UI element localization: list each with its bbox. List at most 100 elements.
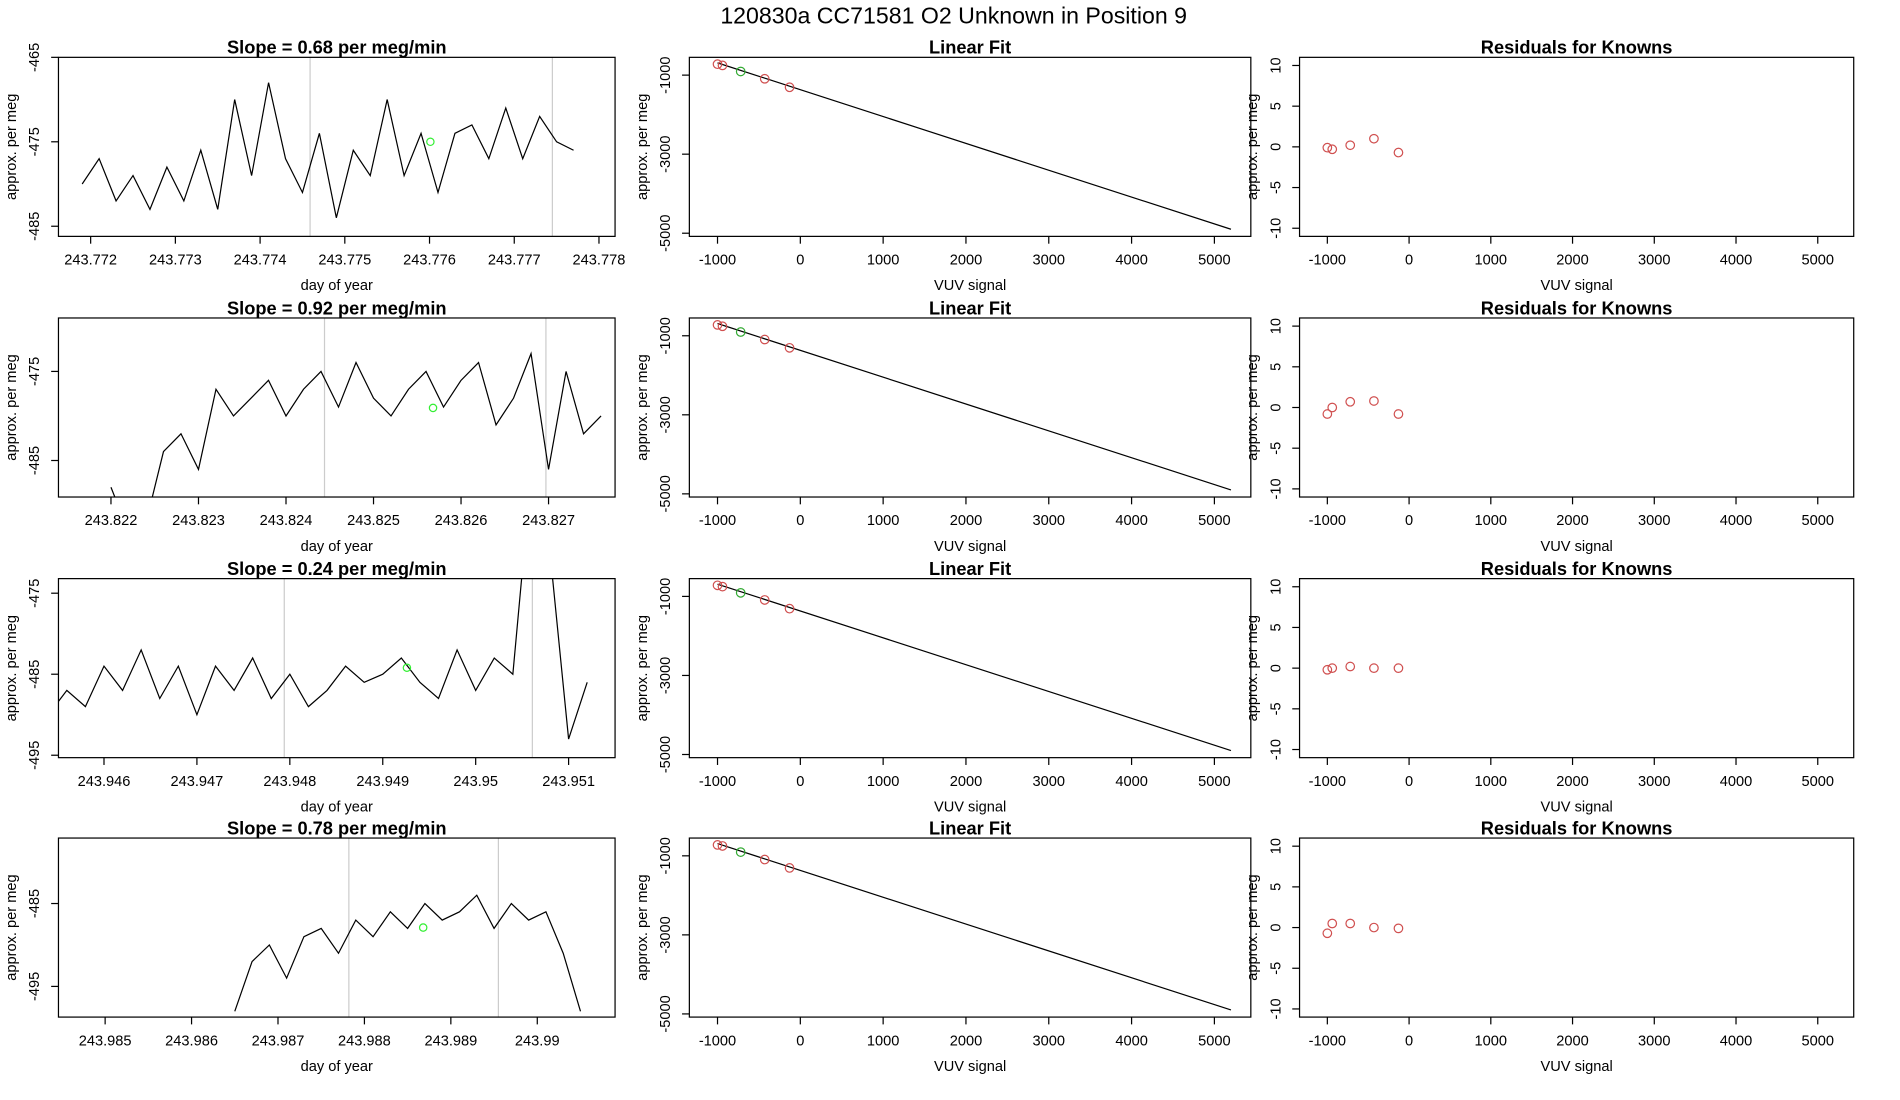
y-tick-label: -1000 [658,317,674,354]
y-tick-label: -5000 [658,736,674,773]
y-axis-label: approx. per meg [635,94,651,200]
point [1345,918,1356,929]
y-axis-label: approx. per meg [1245,874,1261,980]
x-tick-label: 4000 [1720,253,1753,269]
x-tick-label: 243.825 [347,513,400,529]
y-axis-label: approx. per meg [4,874,20,980]
highlight-point [418,923,428,932]
fit-line [717,842,1232,1011]
highlight-point [402,663,412,672]
x-axis-label: day of year [301,278,373,294]
plot-area [712,580,1232,752]
plot-frame [688,317,1252,498]
y-tick-label: 10 [1268,838,1284,854]
plot-frame [1298,317,1855,498]
y-axis-label: approx. per meg [4,354,20,460]
x-tick-label: 243.985 [79,1033,132,1049]
x-tick-label: 4000 [1115,1033,1148,1049]
x-tick-label: 243.773 [149,253,202,269]
x-tick-label: 1000 [1475,1033,1508,1049]
x-tick-label: 243.947 [171,774,224,790]
y-tick-label: 10 [1268,318,1284,334]
plot-area [712,840,1232,1011]
x-tick-label: 1000 [867,774,900,790]
point [735,327,746,337]
x-tick-label: 0 [1405,774,1413,790]
x-tick-label: -1000 [1309,1033,1346,1049]
panel-title: Residuals for Knowns [1481,558,1673,579]
y-axis-label: approx. per meg [1245,354,1261,460]
plot-frame [1298,56,1855,237]
plot-area [1322,661,1404,675]
plot-frame [688,56,1252,237]
x-axis-label: VUV signal [934,278,1006,294]
fit-line [717,322,1232,491]
x-axis-label: VUV signal [1540,539,1612,555]
x-tick-label: 1000 [1475,513,1508,529]
y-axis-label: approx. per meg [1245,94,1261,200]
y-tick-label: -485 [27,446,43,475]
x-tick-label: 243.774 [234,253,287,269]
point [1322,928,1333,939]
y-tick-label: -10 [1268,998,1284,1019]
x-tick-label: 243.824 [260,513,313,529]
y-tick-label: 5 [1268,883,1284,891]
x-axis-label: VUV signal [1540,799,1612,815]
plot-area [1322,918,1404,939]
x-tick-label: 243.775 [318,253,371,269]
x-tick-label: 243.99 [515,1033,560,1049]
panel: Linear Fit VUV signal approx. per meg -1000… [635,817,1252,1075]
y-tick-label: -495 [27,741,43,770]
y-tick-label: 5 [1268,102,1284,110]
panel: Slope = 0.78 per meg/min day of year appro… [4,817,616,1075]
y-tick-label: -5 [1268,442,1284,455]
y-tick-label: -5000 [658,475,674,512]
plot-area [58,578,588,758]
plot-frame [688,578,1252,759]
point [735,587,746,598]
x-tick-label: 243.777 [488,253,541,269]
x-tick-label: 3000 [1638,253,1671,269]
point [759,334,770,345]
x-tick-label: 0 [796,513,804,529]
point [1393,409,1404,419]
x-tick-label: 2000 [1556,253,1589,269]
plot-area [81,57,574,237]
x-tick-label: 2000 [950,513,983,529]
x-tick-label: 0 [796,1033,804,1049]
panel-title: Linear Fit [929,817,1011,838]
x-axis-label: day of year [301,539,373,555]
point [759,73,770,84]
x-tick-label: 5000 [1198,513,1231,529]
point [735,847,746,857]
x-tick-label: 1000 [867,1033,900,1049]
x-axis-label: VUV signal [934,1059,1006,1075]
plot-area [712,59,1232,230]
y-tick-label: -5000 [658,995,674,1032]
y-tick-label: 0 [1268,143,1284,151]
x-tick-label: -1000 [699,513,736,529]
point [1327,918,1338,929]
y-tick-label: 5 [1268,363,1284,371]
x-tick-label: 4000 [1720,774,1753,790]
panel-title: Slope = 0.68 per meg/min [227,37,447,58]
x-tick-label: 2000 [950,774,983,790]
y-tick-label: -475 [27,357,43,386]
y-tick-label: -3000 [658,916,674,953]
panel-title: Residuals for Knowns [1481,37,1673,58]
point [1369,133,1379,144]
x-tick-label: 3000 [1033,774,1066,790]
point [1327,144,1338,155]
point [1393,147,1404,158]
plot-frame [1298,837,1855,1018]
x-tick-label: 243.776 [403,253,456,269]
x-tick-label: 243.988 [338,1033,391,1049]
panel: Residuals for Knowns VUV signal approx. pe… [1245,297,1855,555]
point [712,320,723,330]
panel: Slope = 0.92 per meg/min day of year appro… [4,297,616,555]
x-axis-label: VUV signal [934,799,1006,815]
y-tick-label: -5 [1268,181,1284,194]
plot-frame [1298,578,1855,759]
x-tick-label: -1000 [699,1033,736,1049]
x-tick-label: 243.987 [252,1033,305,1049]
